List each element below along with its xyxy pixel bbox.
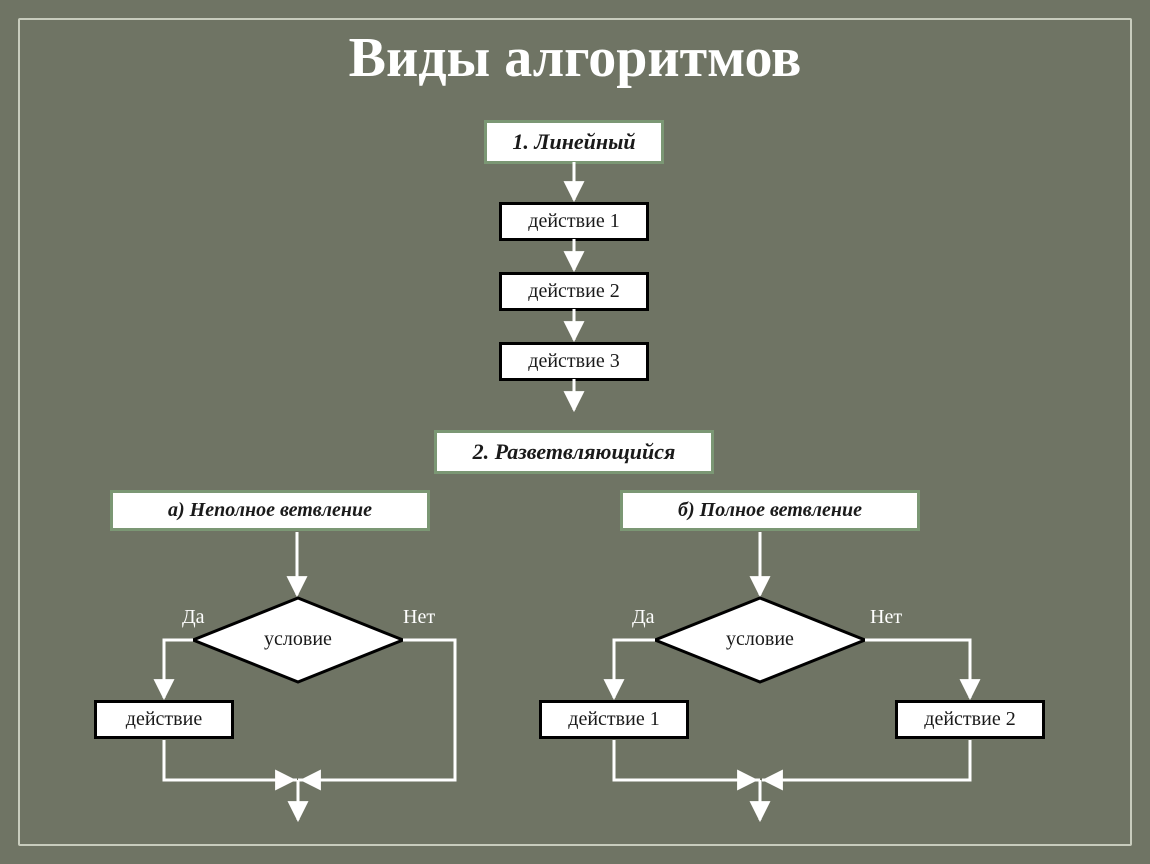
condition-text-incomplete: условие (248, 628, 348, 651)
slide-title: Виды алгоритмов (0, 26, 1150, 90)
action-incomplete: действие (94, 700, 234, 739)
condition-text-complete: условие (710, 628, 810, 651)
section-header-branching: 2. Разветвляющийся (434, 430, 714, 474)
section-header-linear: 1. Линейный (484, 120, 664, 164)
label-no-complete: Нет (870, 606, 902, 629)
linear-step-3: действие 3 (499, 342, 649, 381)
branch-header-complete: б) Полное ветвление (620, 490, 920, 531)
action-complete-2: действие 2 (895, 700, 1045, 739)
linear-step-1: действие 1 (499, 202, 649, 241)
action-complete-1: действие 1 (539, 700, 689, 739)
label-yes-incomplete: Да (182, 606, 205, 629)
branch-header-incomplete: а) Неполное ветвление (110, 490, 430, 531)
label-no-incomplete: Нет (403, 606, 435, 629)
label-yes-complete: Да (632, 606, 655, 629)
linear-step-2: действие 2 (499, 272, 649, 311)
